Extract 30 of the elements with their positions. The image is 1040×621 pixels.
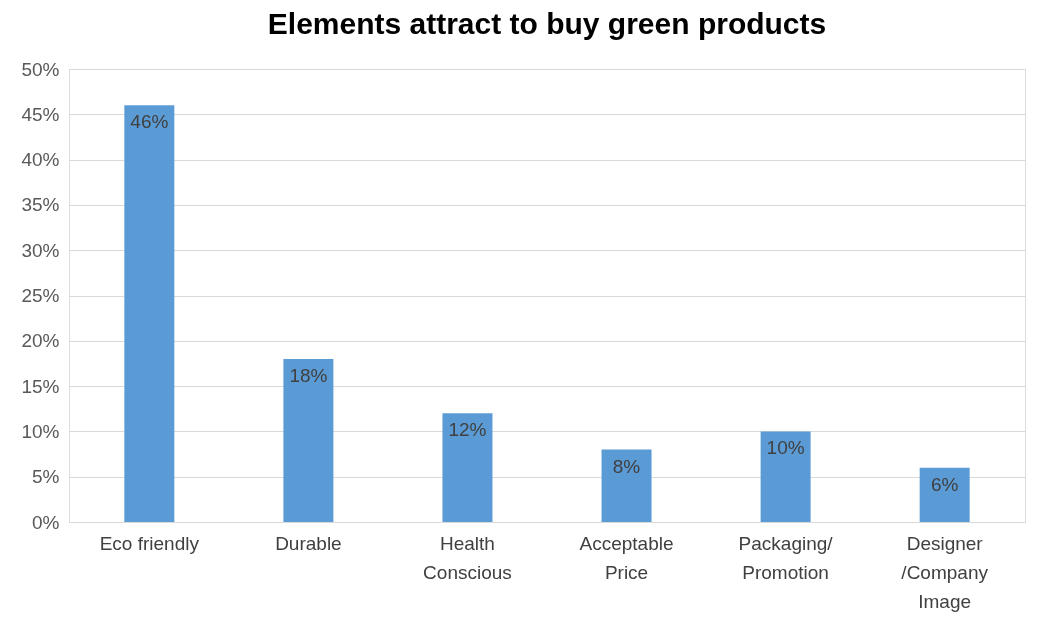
y-tick-label: 30%: [21, 239, 60, 261]
bar: [760, 431, 811, 522]
bar: [124, 105, 175, 522]
x-tick-label: Acceptable Price: [579, 532, 674, 583]
data-label: 18%: [289, 364, 328, 386]
y-tick-label: 35%: [21, 194, 60, 216]
bar: [601, 449, 652, 522]
data-label: 12%: [448, 419, 487, 441]
y-tick-label: 0%: [32, 511, 60, 533]
chart-title: Elements attract to buy green products: [267, 7, 827, 40]
bar: [442, 413, 493, 522]
y-tick-label: 45%: [21, 103, 60, 125]
y-tick-label: 20%: [21, 330, 60, 352]
x-tick-label: Durable: [275, 532, 342, 554]
x-tick-label: Eco friendly: [99, 532, 200, 554]
y-tick-label: 40%: [21, 149, 60, 171]
x-tick-label: Health Conscious: [423, 532, 512, 583]
x-tick-label: Packaging/ Promotion: [738, 532, 834, 583]
y-tick-label: 25%: [21, 285, 60, 306]
data-label: 8%: [612, 455, 641, 477]
x-tick-label: Designer /Company Image: [901, 532, 989, 612]
y-tick-label: 10%: [21, 420, 60, 442]
bar: [919, 467, 970, 522]
y-tick-label: 5%: [32, 466, 60, 488]
y-tick-label: 50%: [21, 58, 60, 80]
data-label: 10%: [766, 437, 805, 459]
y-tick-label: 15%: [21, 375, 60, 397]
data-label: 6%: [930, 473, 959, 495]
data-label: 46%: [130, 111, 169, 133]
bar: [283, 358, 334, 522]
